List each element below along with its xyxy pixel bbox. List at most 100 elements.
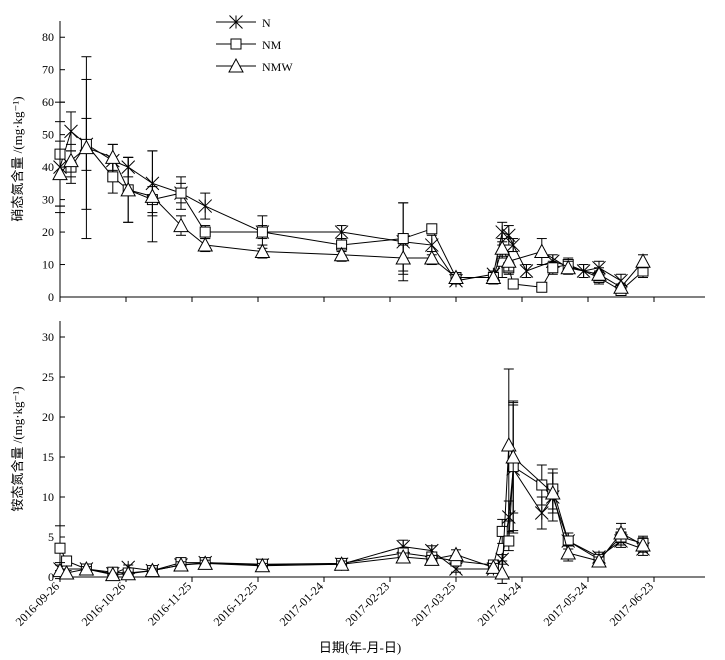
- data-point: [333, 556, 350, 571]
- x-tick-label: 2016-10-26: [79, 579, 128, 628]
- data-point: [52, 165, 68, 181]
- y-axis-label: 硝态氮含量 /(mg·kg⁻¹): [10, 96, 25, 221]
- data-point: [120, 181, 137, 197]
- data-point: [448, 269, 464, 285]
- data-point: [426, 223, 438, 235]
- data-point: [64, 124, 78, 139]
- y-tick-label: 0: [48, 290, 54, 304]
- y-tick-label: 20: [42, 225, 54, 239]
- data-point: [485, 559, 502, 574]
- data-point: [395, 548, 412, 564]
- data-point: [256, 226, 268, 238]
- data-point: [560, 544, 577, 560]
- data-point: [334, 225, 349, 239]
- data-point: [197, 236, 214, 252]
- x-tick-label: 2016-09-26: [13, 579, 62, 628]
- data-point: [448, 546, 464, 562]
- y-tick-label: 5: [48, 530, 54, 544]
- data-point: [63, 152, 79, 168]
- y-tick-label: 10: [42, 490, 54, 504]
- x-tick-label: 2017-01-24: [277, 579, 326, 628]
- series-line: [60, 467, 644, 575]
- data-point: [58, 564, 75, 580]
- data-point: [197, 555, 214, 570]
- data-point: [120, 565, 137, 581]
- data-point: [613, 279, 629, 294]
- data-point: [254, 557, 271, 573]
- data-point: [423, 249, 440, 265]
- series-line: [59, 465, 644, 574]
- data-point: [199, 226, 211, 238]
- data-point: [591, 266, 607, 281]
- data-point: [424, 238, 439, 252]
- data-point: [494, 564, 511, 580]
- data-point: [506, 238, 521, 252]
- data-point: [494, 240, 511, 255]
- data-point: [198, 199, 213, 213]
- series-n: [53, 404, 650, 581]
- data-point: [485, 269, 502, 285]
- data-point: [104, 566, 121, 582]
- x-tick-label: 2017-02-23: [343, 579, 392, 628]
- legend: N NM NMW: [216, 15, 293, 74]
- x-tick-label: 2017-05-24: [541, 579, 590, 628]
- data-point: [547, 262, 559, 274]
- data-point: [500, 253, 517, 268]
- data-point: [254, 243, 271, 259]
- nitrate-panel: 0 10 20 30 40 50 60 70 80 硝态氮含量 /(mg·kg⁻¹) N NM NMW: [10, 15, 705, 304]
- data-point: [544, 484, 561, 500]
- legend-marker-triangle: [228, 57, 244, 73]
- data-point: [333, 246, 350, 262]
- y-axis-label: 铵态氮含量 /(mg·kg⁻¹): [10, 386, 25, 511]
- data-point: [503, 535, 515, 547]
- series-nm: [54, 101, 649, 297]
- data-point: [536, 281, 548, 293]
- y-tick-label: 30: [42, 330, 54, 344]
- data-point: [534, 506, 549, 520]
- data-point: [175, 187, 187, 199]
- x-tick-label: 2016-12-25: [211, 579, 260, 628]
- y-tick-label: 20: [42, 410, 54, 424]
- series-line: [59, 444, 644, 576]
- y-tick-label: 25: [42, 370, 54, 384]
- data-point: [536, 479, 548, 491]
- data-point: [533, 243, 550, 259]
- data-point: [78, 560, 95, 576]
- data-point: [173, 217, 189, 233]
- data-point: [173, 556, 189, 572]
- data-point: [505, 448, 522, 464]
- y-tick-label: 70: [42, 63, 54, 77]
- legend-marker-square: [230, 38, 242, 50]
- data-point: [61, 555, 73, 567]
- x-tick-label: 2017-04-24: [475, 579, 524, 628]
- y-tick-label: 0: [48, 570, 54, 584]
- data-point: [107, 171, 119, 183]
- data-point: [54, 542, 66, 554]
- y-tick-label: 15: [42, 450, 54, 464]
- x-tick-label: 2016-11-25: [145, 579, 194, 628]
- data-point: [500, 436, 517, 452]
- data-point: [507, 278, 519, 290]
- data-point: [496, 525, 508, 537]
- data-point: [395, 249, 412, 265]
- series-nmw: [52, 56, 651, 294]
- x-axis-label: 日期(年-月-日): [319, 640, 401, 655]
- legend-label: N: [262, 16, 271, 30]
- y-tick-label: 60: [42, 95, 54, 109]
- data-point: [495, 225, 510, 239]
- y-tick-label: 50: [42, 128, 54, 142]
- y-tick-label: 30: [42, 193, 54, 207]
- data-point: [613, 524, 629, 540]
- legend-marker-star: [229, 15, 243, 29]
- data-point: [635, 536, 651, 552]
- data-point: [104, 149, 121, 164]
- y-tick-label: 80: [42, 30, 54, 44]
- data-point: [519, 264, 534, 278]
- data-point: [144, 188, 161, 203]
- x-tick-label: 2017-03-25: [409, 579, 458, 628]
- data-point: [78, 139, 95, 155]
- data-point: [423, 551, 440, 566]
- y-tick-label: 40: [42, 160, 54, 174]
- legend-label: NM: [262, 38, 282, 52]
